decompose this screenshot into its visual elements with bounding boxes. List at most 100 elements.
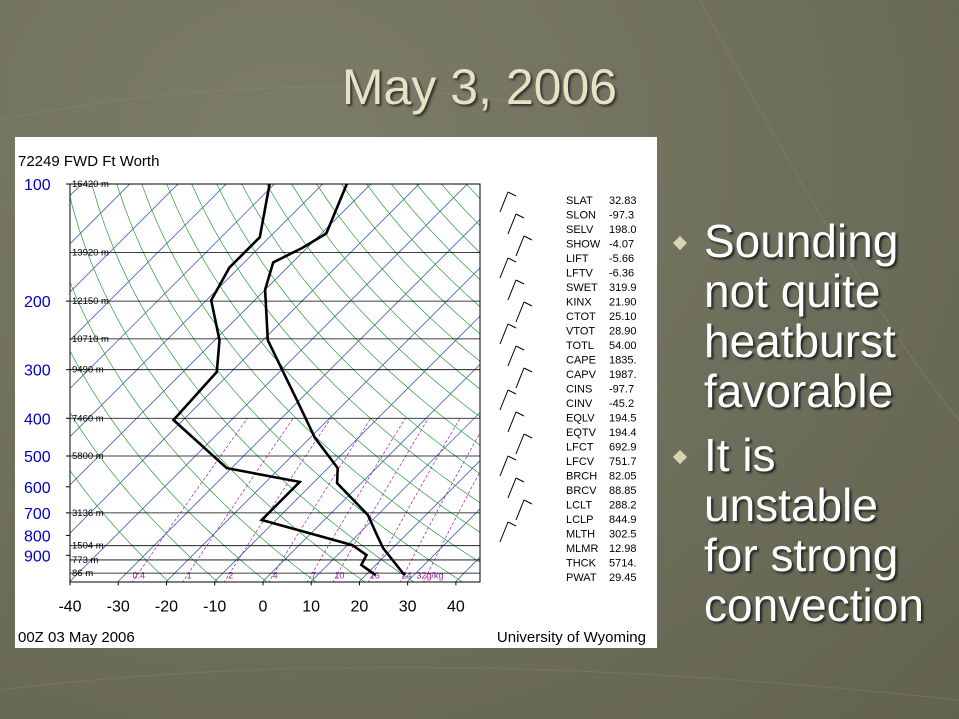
index-value: -97.7 [609,384,634,396]
isotherm [70,184,420,534]
mixing-ratio-line [182,418,294,582]
bullet-list: Sounding not quite heatburst favorable I… [668,216,958,644]
y-tick-label: 500 [24,449,51,466]
chart-background [15,137,657,648]
index-value: 194.4 [609,427,637,439]
x-tick-label: -20 [155,598,178,615]
dry-adiabat [166,184,480,533]
wind-barb [515,301,533,323]
wind-barb [507,345,525,367]
y-tick-label: 200 [24,294,51,311]
index-name: SWET [566,282,598,294]
mixing-ratio-label: 4 [273,570,278,580]
x-tick-label: -30 [107,598,130,615]
index-name: CAPE [566,355,596,367]
index-name: BRCH [566,471,597,483]
bullet: It is unstable for strong convection [668,430,940,630]
index-name: SELV [566,224,594,236]
index-value: -6.36 [609,268,634,280]
y-tick-label: 600 [24,480,51,497]
dry-adiabat [266,184,480,418]
wind-barb [499,521,517,543]
isotherm [214,315,480,582]
index-value: 844.9 [609,514,637,526]
index-value: 692.9 [609,442,637,454]
index-value: 54.00 [609,340,637,352]
isotherm [407,508,480,582]
dry-adiabat [241,184,480,446]
isotherm [70,184,468,582]
mixing-ratio-label: 32g/kg [416,570,443,580]
x-tick-label: -40 [58,598,81,615]
height-label: 16420 m [72,179,109,190]
wind-barb [515,499,533,521]
wind-barb [499,389,517,411]
index-value: 751.7 [609,456,637,468]
wind-barb [515,235,533,257]
isotherm [310,412,480,582]
y-tick-label: 400 [24,411,51,428]
mixing-ratio-label: 10 [334,570,344,580]
index-name: CTOT [566,311,596,323]
height-label: 10710 m [72,334,109,345]
height-label: 773 m [72,555,98,566]
dry-adiabat [70,412,219,582]
y-tick-label: 700 [24,506,51,523]
index-value: 82.05 [609,471,637,483]
index-name: SHOW [566,239,601,251]
mixing-ratio-line [268,418,372,582]
height-label: 9490 m [72,365,104,376]
index-value: 302.5 [609,529,637,541]
index-name: CINV [566,398,593,410]
height-label: 3136 m [72,508,104,519]
wind-barb [507,411,525,433]
index-value: -5.66 [609,253,634,265]
index-value: 1835. [609,355,637,367]
index-name: CAPV [566,369,597,381]
index-value: 88.85 [609,485,637,497]
index-name: PWAT [566,572,597,584]
index-name: SLAT [566,195,593,207]
dry-adiabat [191,184,480,504]
x-tick-label: 40 [447,598,465,615]
dry-adiabat [70,350,268,582]
dry-adiabat [316,184,480,362]
wind-barb [499,323,517,345]
x-tick-label: 0 [258,598,267,615]
height-label: 1504 m [72,541,104,552]
profile-line [171,184,377,577]
isotherm [70,184,179,293]
dry-adiabat [70,470,170,582]
y-tick-label: 100 [24,177,51,194]
isotherm [70,184,275,389]
dry-adiabat [141,184,480,563]
index-value: 194.5 [609,413,637,425]
isotherm [70,184,323,438]
height-label: 86 m [72,568,93,579]
index-value: -97.3 [609,210,634,222]
index-name: KINX [566,297,592,309]
mixing-ratio-line [368,418,461,582]
index-name: MLMR [566,543,598,555]
height-label: 12150 m [72,296,109,307]
x-tick-label: 10 [302,598,320,615]
index-name: LFCT [566,442,594,454]
index-name: LFCV [566,456,595,468]
index-name: LCLP [566,514,594,526]
y-tick-label: 900 [24,548,51,565]
dry-adiabat [70,195,366,582]
x-tick-label: -10 [203,598,226,615]
isotherm [70,184,372,486]
index-name: BRCV [566,485,597,497]
index-name: VTOT [566,326,595,338]
index-name: EQLV [566,413,595,425]
index-value: 198.0 [609,224,637,236]
index-value: 28.90 [609,326,637,338]
mixing-ratio-line [306,418,406,582]
wind-barb [499,455,517,477]
index-value: 12.98 [609,543,637,555]
dry-adiabat [70,281,317,582]
chart-title: 72249 FWD Ft Worth [18,153,159,170]
wind-barb [499,191,517,213]
mixing-ratio-line [223,418,331,582]
